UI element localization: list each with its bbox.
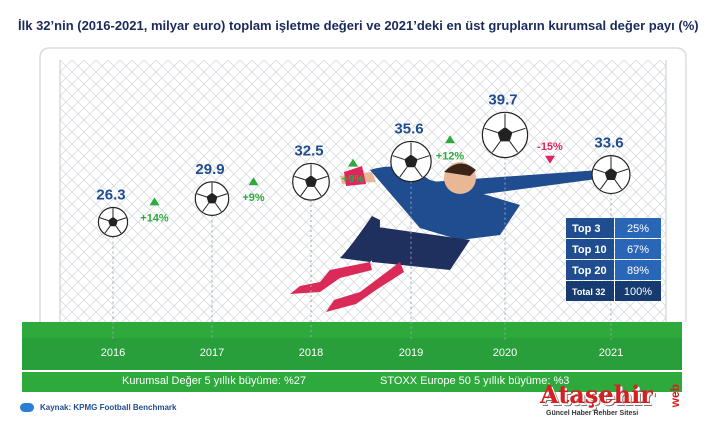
growth-label: -15% <box>537 141 563 153</box>
share-table-row: Top 3 25% <box>566 218 661 238</box>
growth-annotation: -15% <box>537 141 563 164</box>
football-marker <box>292 162 330 201</box>
share-table-label: Top 10 <box>572 244 607 256</box>
football-marker <box>194 181 230 216</box>
cloud-icon <box>20 403 34 412</box>
share-table-label: Top 20 <box>572 265 607 277</box>
share-table-value: 100% <box>624 286 652 298</box>
football-marker <box>97 206 129 238</box>
growth-footer-right: STOXX Europe 50 5 yıllık büyüme: %3 <box>380 375 570 387</box>
logo-sub-text: Güncel Haber Rehber Sitesi <box>546 410 639 417</box>
value-label: 33.6 <box>594 135 623 152</box>
value-label: 39.7 <box>488 91 517 108</box>
data-point: 32.5 <box>292 142 330 340</box>
arrow-up-icon <box>149 197 160 206</box>
share-table-row: Top 10 67% <box>566 239 661 259</box>
grass <box>22 322 682 370</box>
growth-annotation: +12% <box>436 135 465 162</box>
football-marker <box>390 140 432 183</box>
growth-annotation: +9% <box>242 177 265 204</box>
x-tick-label: 2020 <box>493 347 517 359</box>
x-tick-label: 2018 <box>299 347 323 359</box>
logo-web-text: web <box>668 384 682 408</box>
share-table-value: 89% <box>627 265 649 277</box>
x-axis: 2016 2017 2018 2019 2020 2021 <box>101 347 623 359</box>
x-tick-label: 2021 <box>599 347 623 359</box>
football-marker <box>481 111 529 159</box>
share-table-value: 67% <box>627 244 649 256</box>
x-tick-label: 2016 <box>101 347 125 359</box>
share-table-value: 25% <box>627 223 649 235</box>
x-tick-label: 2019 <box>399 347 423 359</box>
growth-label: +14% <box>140 212 169 224</box>
growth-annotation: +14% <box>140 197 169 224</box>
data-point: 35.6 <box>390 120 432 340</box>
growth-label: +9% <box>342 174 365 186</box>
data-point: 33.6 <box>591 135 631 340</box>
chart: 26.3 29.9 32.5 35.6 39.7 33.6 +14% +9% +9% +12% -1… <box>22 43 691 370</box>
growth-annotation: +9% <box>342 158 365 186</box>
source-note: Kaynak: KPMG Football Benchmark <box>20 403 176 412</box>
arrow-down-icon <box>545 155 555 164</box>
growth-label: +9% <box>242 192 265 204</box>
value-label: 32.5 <box>294 142 323 159</box>
arrow-up-icon <box>248 177 259 186</box>
logo: Ataşehir Güncel Haber Rehber Sitesi web <box>540 380 690 426</box>
data-point: 39.7 <box>481 91 529 340</box>
chart-title: İlk 32’nin (2016-2021, milyar euro) topl… <box>18 18 699 33</box>
goalkeeper <box>290 160 622 312</box>
x-tick-label: 2017 <box>200 347 224 359</box>
growth-label: +12% <box>436 150 465 162</box>
goal-net <box>35 43 691 322</box>
value-label: 35.6 <box>394 120 423 137</box>
share-table-label: Total 32 <box>572 287 605 297</box>
source-text: Kaynak: KPMG Football Benchmark <box>40 403 177 412</box>
value-label: 26.3 <box>96 186 125 203</box>
football-marker <box>591 155 631 195</box>
share-table-row: Top 20 89% <box>566 260 661 280</box>
logo-main-text: Ataşehir <box>540 380 653 409</box>
arrow-up-icon <box>445 135 455 144</box>
growth-footer-left: Kurumsal Değer 5 yıllık büyüme: %27 <box>122 375 307 387</box>
data-point: 29.9 <box>194 161 230 340</box>
share-table-label: Top 3 <box>572 223 601 235</box>
share-table: Top 3 25% Top 10 67% Top 20 89% Total 32 100% <box>566 218 661 301</box>
share-table-row: Total 32 100% <box>566 281 661 301</box>
value-label: 29.9 <box>195 161 224 178</box>
arrow-up-icon <box>348 158 358 167</box>
data-series: 26.3 29.9 32.5 35.6 39.7 33.6 +14% +9% +9% +12% -1… <box>96 91 631 340</box>
footer-bar: Kurumsal Değer 5 yıllık büyüme: %27 STOX… <box>22 372 682 392</box>
data-point: 26.3 <box>96 186 129 340</box>
